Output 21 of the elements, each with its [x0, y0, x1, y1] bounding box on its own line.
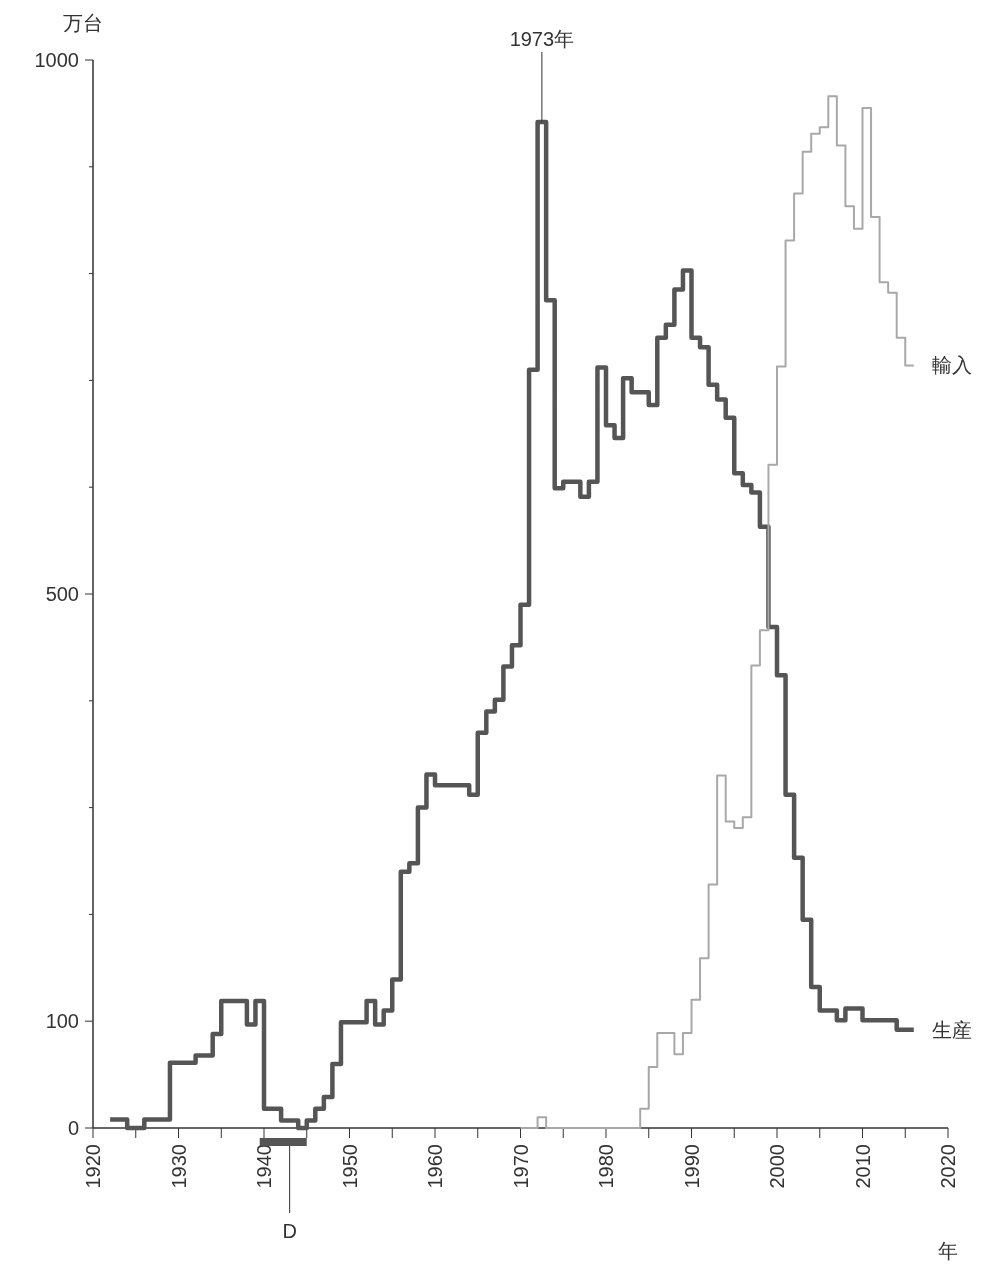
x-tick-label: 2010 — [851, 1144, 874, 1189]
series-label: 輸入 — [931, 354, 972, 377]
x-tick-label: 1950 — [338, 1144, 361, 1189]
series-label: 生産 — [931, 1018, 972, 1041]
x-tick-label: 2000 — [766, 1144, 788, 1189]
y-tick-label: 0 — [67, 1117, 79, 1139]
x-tick-label: 1940 — [253, 1144, 275, 1189]
annotation: 1973年 — [509, 28, 575, 50]
x-axis-title: 年 — [938, 1240, 958, 1262]
x-tick-label: 2020 — [937, 1144, 959, 1189]
x-tick-label: 1990 — [680, 1144, 703, 1189]
x-tick-label: 1920 — [82, 1144, 104, 1189]
annotation: D — [282, 1220, 297, 1242]
x-tick-label: 1960 — [424, 1144, 446, 1189]
y-tick-label: 1000 — [34, 49, 79, 71]
x-tick-label: 1980 — [595, 1144, 617, 1189]
y-axis-title: 万台 — [63, 12, 103, 34]
y-tick-label: 100 — [45, 1010, 79, 1033]
y-tick-label: 500 — [45, 583, 79, 605]
x-tick-label: 1930 — [167, 1144, 190, 1189]
x-tick-label: 1970 — [509, 1144, 532, 1189]
